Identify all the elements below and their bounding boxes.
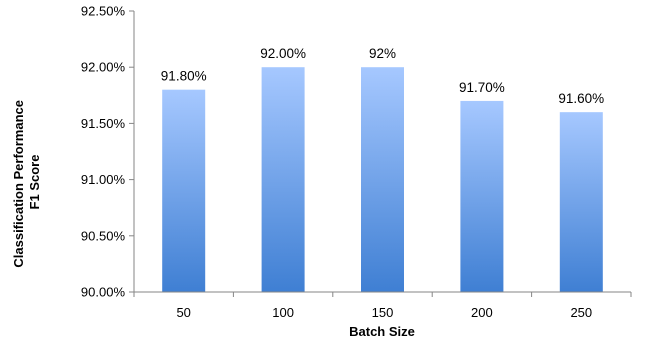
y-axis-title-line-2: F1 Score xyxy=(27,155,42,210)
y-axis-title-line-1: Classification Performance xyxy=(11,100,26,268)
y-axis: 90.00% 90.50% 91.00% 91.50% 92.00% 92.50% xyxy=(81,4,135,300)
y-tick-label: 92.00% xyxy=(81,60,126,75)
bars xyxy=(162,67,603,293)
x-tick-label: 200 xyxy=(471,305,493,320)
bar xyxy=(460,100,504,292)
x-tick-label: 50 xyxy=(176,305,190,320)
bar xyxy=(559,112,603,292)
y-tick-label: 91.00% xyxy=(81,172,126,187)
x-tick-label: 150 xyxy=(372,305,394,320)
y-tick-label: 91.50% xyxy=(81,116,126,131)
y-tick-label: 92.50% xyxy=(81,4,126,19)
y-axis-title: Classification Performance F1 Score xyxy=(11,96,42,267)
data-labels: 91.80% 92.00% 92% 91.70% 91.60% xyxy=(161,46,604,106)
x-tick-label: 250 xyxy=(570,305,592,320)
y-tick-label: 90.00% xyxy=(81,285,126,300)
x-tick-label: 100 xyxy=(272,305,294,320)
bar-data-label: 92% xyxy=(369,46,396,61)
bar xyxy=(361,67,404,292)
bar-data-label: 91.80% xyxy=(161,69,207,84)
y-tick-label: 90.50% xyxy=(81,228,126,243)
bar xyxy=(162,89,206,293)
bar xyxy=(261,67,305,292)
bar-data-label: 91.70% xyxy=(459,80,505,95)
x-axis: 50 100 150 200 250 xyxy=(133,291,632,320)
x-axis-title: Batch Size xyxy=(349,324,415,339)
bar-data-label: 91.60% xyxy=(558,91,604,106)
bar-data-label: 92.00% xyxy=(260,46,306,61)
